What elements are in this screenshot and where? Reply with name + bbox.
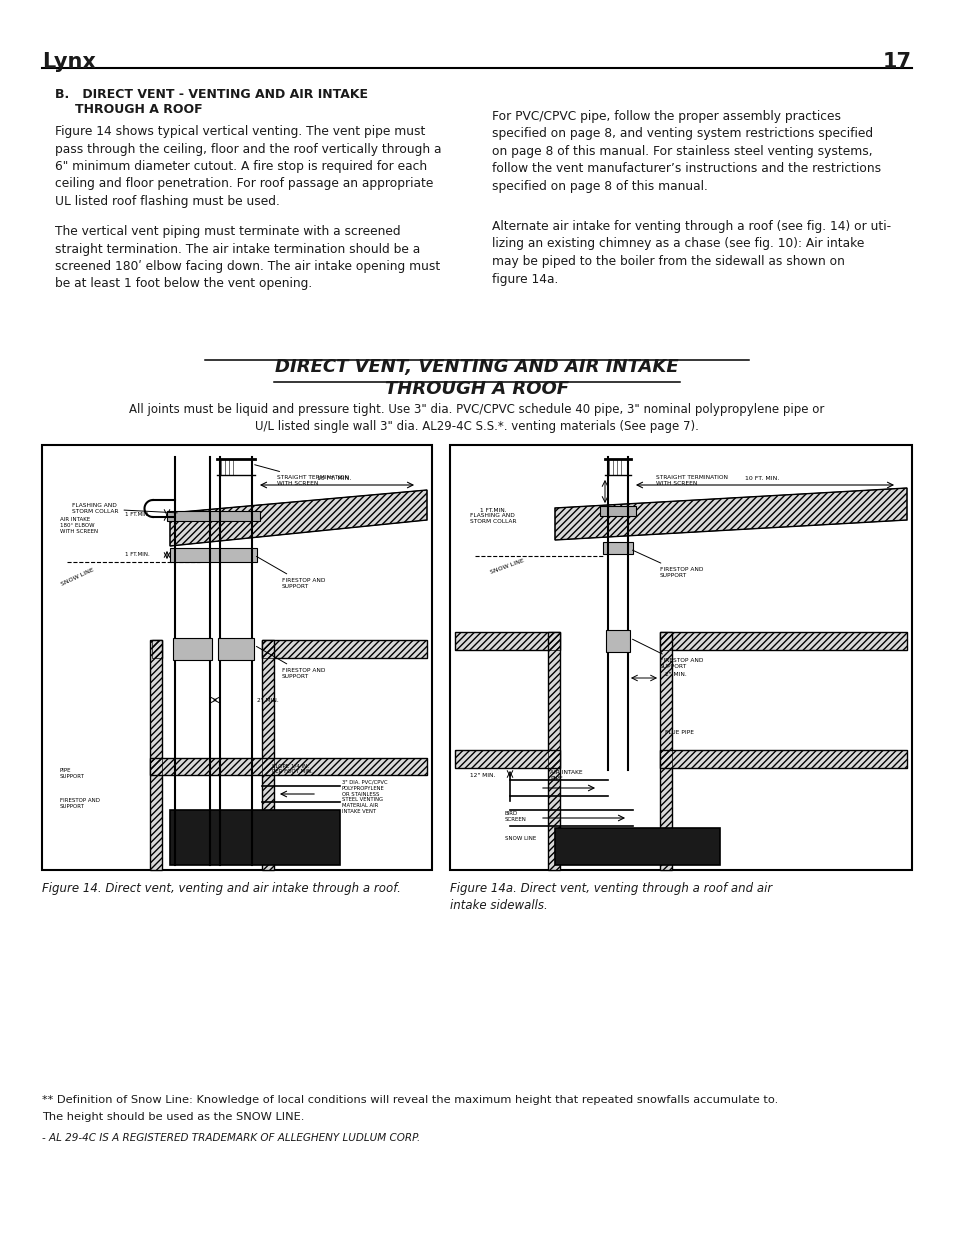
Polygon shape	[455, 750, 559, 768]
Text: AIR INTAKE
PIPE: AIR INTAKE PIPE	[550, 769, 582, 782]
Polygon shape	[262, 640, 274, 869]
Bar	[602, 542, 633, 555]
Text: FIRESTOP AND
SUPPORT: FIRESTOP AND SUPPORT	[60, 798, 100, 809]
Text: STRAIGHT TERMINATION
WITH SCREEN: STRAIGHT TERMINATION WITH SCREEN	[254, 464, 349, 487]
Text: FIRESTOP AND
SUPPORT: FIRESTOP AND SUPPORT	[256, 557, 325, 589]
Text: DIRECT VENT, VENTING AND AIR INTAKE: DIRECT VENT, VENTING AND AIR INTAKE	[274, 358, 679, 375]
Bar	[167, 511, 260, 521]
Text: All joints must be liquid and pressure tight. Use 3" dia. PVC/CPVC schedule 40 p: All joints must be liquid and pressure t…	[130, 403, 823, 433]
Bar	[555, 827, 720, 864]
Polygon shape	[150, 640, 162, 869]
Bar	[218, 638, 253, 659]
Text: FIRESTOP AND
SUPPORT: FIRESTOP AND SUPPORT	[256, 646, 325, 679]
Text: 3" DIA. PVC/CPVC
POLYPROPYLENE
OR STAINLESS
STEEL VENTING
MATERIAL AIR
INTAKE VE: 3" DIA. PVC/CPVC POLYPROPYLENE OR STAINL…	[341, 781, 387, 814]
Text: Figure 14. Direct vent, venting and air intake through a roof.: Figure 14. Direct vent, venting and air …	[42, 882, 400, 895]
Text: For PVC/CPVC pipe, follow the proper assembly practices
specified on page 8, and: For PVC/CPVC pipe, follow the proper ass…	[492, 110, 881, 193]
Bar	[170, 548, 256, 562]
Text: FLUE PIPE: FLUE PIPE	[664, 730, 693, 735]
Polygon shape	[659, 632, 906, 650]
Polygon shape	[152, 640, 162, 658]
Polygon shape	[547, 632, 559, 869]
Text: 10 FT. MIN.: 10 FT. MIN.	[317, 475, 352, 480]
Text: B.   DIRECT VENT - VENTING AND AIR INTAKE: B. DIRECT VENT - VENTING AND AIR INTAKE	[55, 88, 368, 101]
Text: Figure 14a. Direct vent, venting through a roof and air: Figure 14a. Direct vent, venting through…	[450, 882, 771, 895]
Text: The vertical vent piping must terminate with a screened
straight termination. Th: The vertical vent piping must terminate …	[55, 225, 439, 290]
Text: SNOW LINE: SNOW LINE	[60, 567, 94, 587]
Text: SLOPE 1/4 IN.
PER FOOT MIN.: SLOPE 1/4 IN. PER FOOT MIN.	[272, 763, 313, 774]
Text: THROUGH A ROOF: THROUGH A ROOF	[75, 103, 202, 116]
Bar	[172, 638, 212, 659]
Polygon shape	[262, 640, 427, 658]
Text: ** Definition of Snow Line: Knowledge of local conditions will reveal the maximu: ** Definition of Snow Line: Knowledge of…	[42, 1095, 778, 1105]
Text: 1 FT.MIN.: 1 FT.MIN.	[125, 552, 150, 557]
Text: 2" MIN.: 2" MIN.	[256, 698, 278, 703]
Polygon shape	[455, 632, 559, 650]
Polygon shape	[150, 758, 427, 776]
Text: - AL 29-4C IS A REGISTERED TRADEMARK OF ALLEGHENY LUDLUM CORP.: - AL 29-4C IS A REGISTERED TRADEMARK OF …	[42, 1132, 420, 1144]
Bar	[170, 810, 339, 864]
Text: FIRESTOP AND
SUPPORT: FIRESTOP AND SUPPORT	[632, 640, 702, 669]
Text: Lynx: Lynx	[42, 52, 95, 72]
Text: 10 FT. MIN.: 10 FT. MIN.	[744, 475, 779, 480]
Text: FLASHING AND
STORM COLLAR: FLASHING AND STORM COLLAR	[470, 513, 516, 524]
Text: STRAIGHT TERMINATION
WITH SCREEN: STRAIGHT TERMINATION WITH SCREEN	[656, 475, 727, 487]
Text: intake sidewalls.: intake sidewalls.	[450, 899, 547, 911]
Text: SNOW LINE: SNOW LINE	[504, 836, 536, 841]
Polygon shape	[659, 750, 906, 768]
Text: THROUGH A ROOF: THROUGH A ROOF	[385, 380, 568, 398]
Text: 2" MIN.: 2" MIN.	[664, 673, 686, 678]
Text: BIRD
SCREEN: BIRD SCREEN	[504, 811, 526, 823]
Bar	[450, 445, 911, 869]
Text: The height should be used as the SNOW LINE.: The height should be used as the SNOW LI…	[42, 1112, 304, 1123]
Text: Figure 14 shows typical vertical venting. The vent pipe must
pass through the ce: Figure 14 shows typical vertical venting…	[55, 125, 441, 207]
Text: FIRESTOP AND
SUPPORT: FIRESTOP AND SUPPORT	[632, 550, 702, 578]
Text: PIPE
SUPPORT: PIPE SUPPORT	[60, 768, 85, 779]
Text: Alternate air intake for venting through a roof (see fig. 14) or uti-
lizing an : Alternate air intake for venting through…	[492, 220, 890, 285]
Bar	[605, 630, 629, 652]
Bar	[599, 506, 636, 516]
Text: 1 FT.MIN.: 1 FT.MIN.	[125, 513, 150, 517]
Polygon shape	[555, 488, 906, 540]
Text: 12" MIN.: 12" MIN.	[470, 773, 495, 778]
Text: AIR INTAKE
180° ELBOW
WITH SCREEN: AIR INTAKE 180° ELBOW WITH SCREEN	[60, 517, 98, 535]
Text: SNOW LINE: SNOW LINE	[490, 558, 525, 576]
Polygon shape	[659, 632, 671, 869]
Text: FLASHING AND
STORM COLLAR: FLASHING AND STORM COLLAR	[71, 503, 177, 514]
Text: 17: 17	[882, 52, 911, 72]
Polygon shape	[170, 490, 427, 546]
Bar	[42, 445, 432, 869]
Text: 1 FT.MIN.: 1 FT.MIN.	[479, 509, 506, 514]
